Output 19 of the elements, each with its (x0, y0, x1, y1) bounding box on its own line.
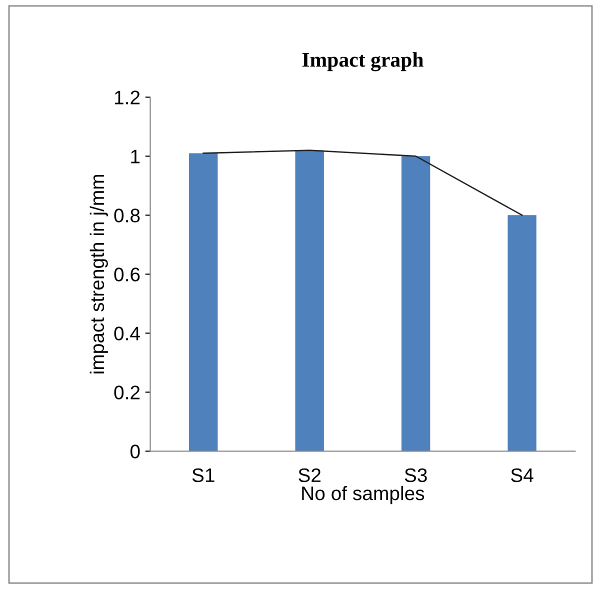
x-tick-label: S2 (298, 468, 321, 482)
line-series (202, 150, 523, 216)
y-tick-label: 0.2 (114, 386, 140, 400)
bar (401, 156, 430, 452)
y-tick-label: 1.2 (114, 90, 140, 104)
y-tick-label: 1 (131, 150, 140, 164)
bar (189, 153, 218, 452)
chart-title: Impact graph (302, 52, 424, 72)
bar (295, 150, 324, 452)
x-tick-label: S4 (511, 468, 534, 482)
x-axis-title: No of samples (302, 486, 424, 504)
y-axis-title: impact strength in j/mm (90, 174, 108, 374)
x-tick-label: S1 (192, 468, 214, 482)
y-tick-label: 0.8 (114, 208, 140, 222)
y-tick-label: 0 (130, 444, 140, 458)
y-tick-label: 0.6 (114, 268, 140, 282)
x-tick-label: S3 (404, 468, 427, 482)
bar (508, 215, 536, 452)
y-tick-label: 0.4 (114, 326, 140, 340)
